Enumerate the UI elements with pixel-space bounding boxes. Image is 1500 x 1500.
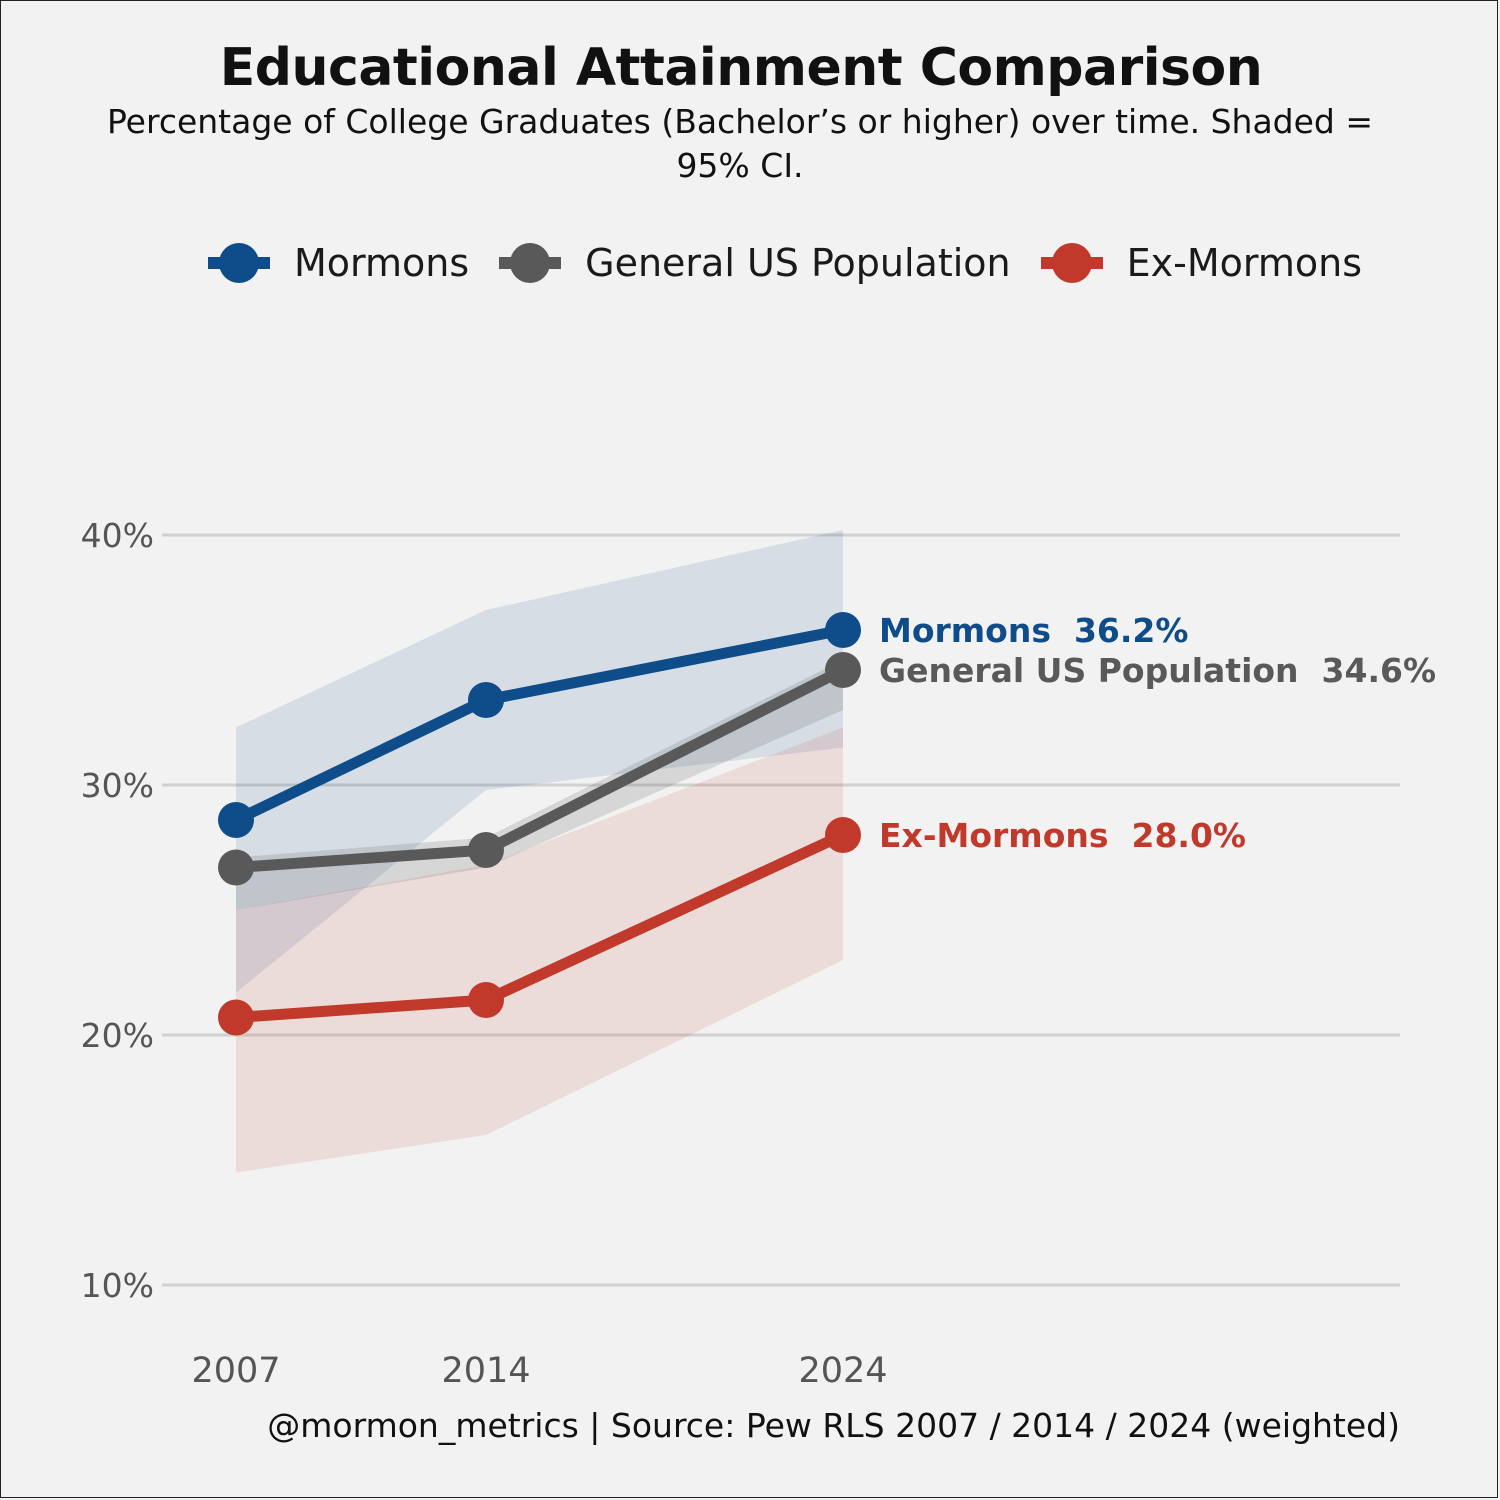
data-point-general-us-population-2024 (825, 652, 861, 688)
source-caption: @mormon_metrics | Source: Pew RLS 2007 /… (267, 1406, 1400, 1445)
y-tick-label-40: 40% (81, 516, 154, 555)
x-tick-label-2007: 2007 (191, 1351, 280, 1391)
data-point-mormons-2007 (218, 802, 254, 838)
y-tick-label-20: 20% (81, 1016, 154, 1055)
y-tick-label-10: 10% (81, 1266, 154, 1305)
legend-swatch-general-us-population (499, 238, 562, 288)
legend-item-general-us-population[interactable]: General US Population (499, 238, 1011, 288)
data-point-general-us-population-2007 (218, 849, 254, 886)
x-tick-label-2024: 2024 (798, 1351, 887, 1391)
data-point-ex-mormons-2014 (468, 982, 504, 1018)
legend-item-ex-mormons[interactable]: Ex-Mormons (1040, 238, 1362, 288)
data-point-mormons-2014 (468, 682, 504, 718)
ci-band-mormons (236, 530, 843, 993)
legend-swatch-ex-mormons (1040, 238, 1103, 288)
legend-item-mormons[interactable]: Mormons (208, 238, 469, 288)
x-tick-label-2014: 2014 (441, 1351, 530, 1391)
y-tick-label-30: 30% (81, 766, 154, 805)
data-point-ex-mormons-2024 (825, 817, 861, 853)
ci-band-ex-mormons (236, 727, 843, 1173)
chart-title: Educational Attainment Comparison (219, 38, 1263, 98)
legend-label-ex-mormons: Ex-Mormons (1126, 241, 1362, 285)
data-point-ex-mormons-2007 (218, 999, 254, 1036)
legend: Mormons General US Population Ex-Mormons (0, 238, 1500, 288)
end-label-mormons: Mormons 36.2% (879, 611, 1188, 650)
chart-subtitle: Percentage of College Graduates (Bachelo… (106, 102, 1374, 185)
end-label-ex-mormons: Ex-Mormons 28.0% (879, 816, 1246, 855)
legend-label-mormons: Mormons (294, 241, 470, 285)
data-point-general-us-population-2014 (468, 832, 504, 868)
end-label-general-us-population: General US Population 34.6% (879, 651, 1436, 690)
legend-label-general-us-population: General US Population (585, 241, 1011, 285)
ci-band-general-us-population (236, 660, 843, 910)
legend-swatch-mormons (208, 238, 270, 288)
data-point-mormons-2024 (825, 612, 861, 648)
